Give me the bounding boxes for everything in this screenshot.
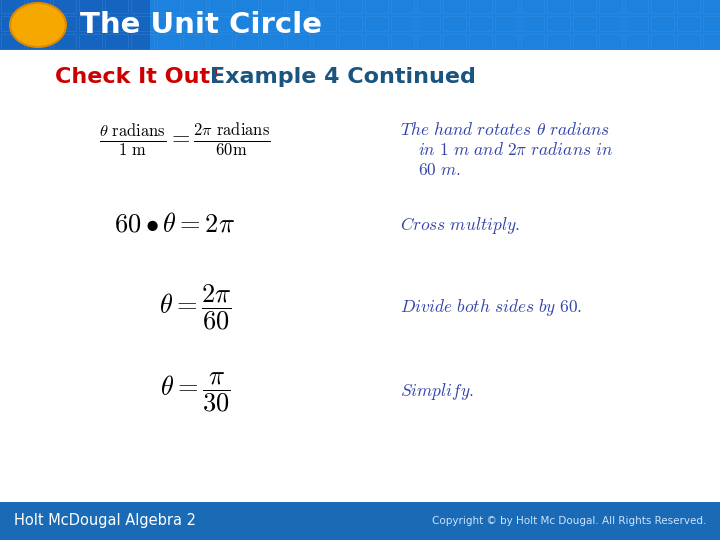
Text: $\frac{\theta\ \mathrm{radians}}{1\ \mathrm{m}} = \frac{2\pi\ \mathrm{radians}}{: $\frac{\theta\ \mathrm{radians}}{1\ \mat… — [99, 122, 271, 158]
FancyBboxPatch shape — [150, 0, 720, 50]
Text: $\mathit{60\ m.}$: $\mathit{60\ m.}$ — [418, 161, 461, 179]
Text: Copyright © by Holt Mc Dougal. All Rights Reserved.: Copyright © by Holt Mc Dougal. All Right… — [431, 516, 706, 526]
Text: The Unit Circle: The Unit Circle — [80, 11, 322, 39]
Text: $\theta = \dfrac{\pi}{30}$: $\theta = \dfrac{\pi}{30}$ — [160, 370, 230, 414]
Text: Example 4 Continued: Example 4 Continued — [210, 67, 476, 87]
Text: Check It Out!: Check It Out! — [55, 67, 220, 87]
Text: $60 \bullet \theta = 2\pi$: $60 \bullet \theta = 2\pi$ — [114, 212, 235, 238]
Text: $\mathit{The\ hand\ rotates}\ \theta\ \mathit{radians}$: $\mathit{The\ hand\ rotates}\ \theta\ \m… — [400, 121, 611, 139]
Text: $\theta = \dfrac{2\pi}{60}$: $\theta = \dfrac{2\pi}{60}$ — [159, 282, 231, 332]
FancyBboxPatch shape — [0, 502, 720, 540]
Text: $\mathit{in\ 1\ m\ and}\ 2\pi\ \mathit{radians\ in}$: $\mathit{in\ 1\ m\ and}\ 2\pi\ \mathit{r… — [418, 141, 613, 159]
Text: $\mathit{Cross\ multiply.}$: $\mathit{Cross\ multiply.}$ — [400, 214, 521, 235]
FancyBboxPatch shape — [0, 0, 720, 50]
Text: $\mathit{Divide\ both\ sides\ by\ 60.}$: $\mathit{Divide\ both\ sides\ by\ 60.}$ — [400, 296, 582, 318]
Text: Holt McDougal Algebra 2: Holt McDougal Algebra 2 — [14, 514, 196, 529]
Ellipse shape — [10, 3, 66, 47]
Text: $\mathit{Simplify.}$: $\mathit{Simplify.}$ — [400, 381, 474, 402]
